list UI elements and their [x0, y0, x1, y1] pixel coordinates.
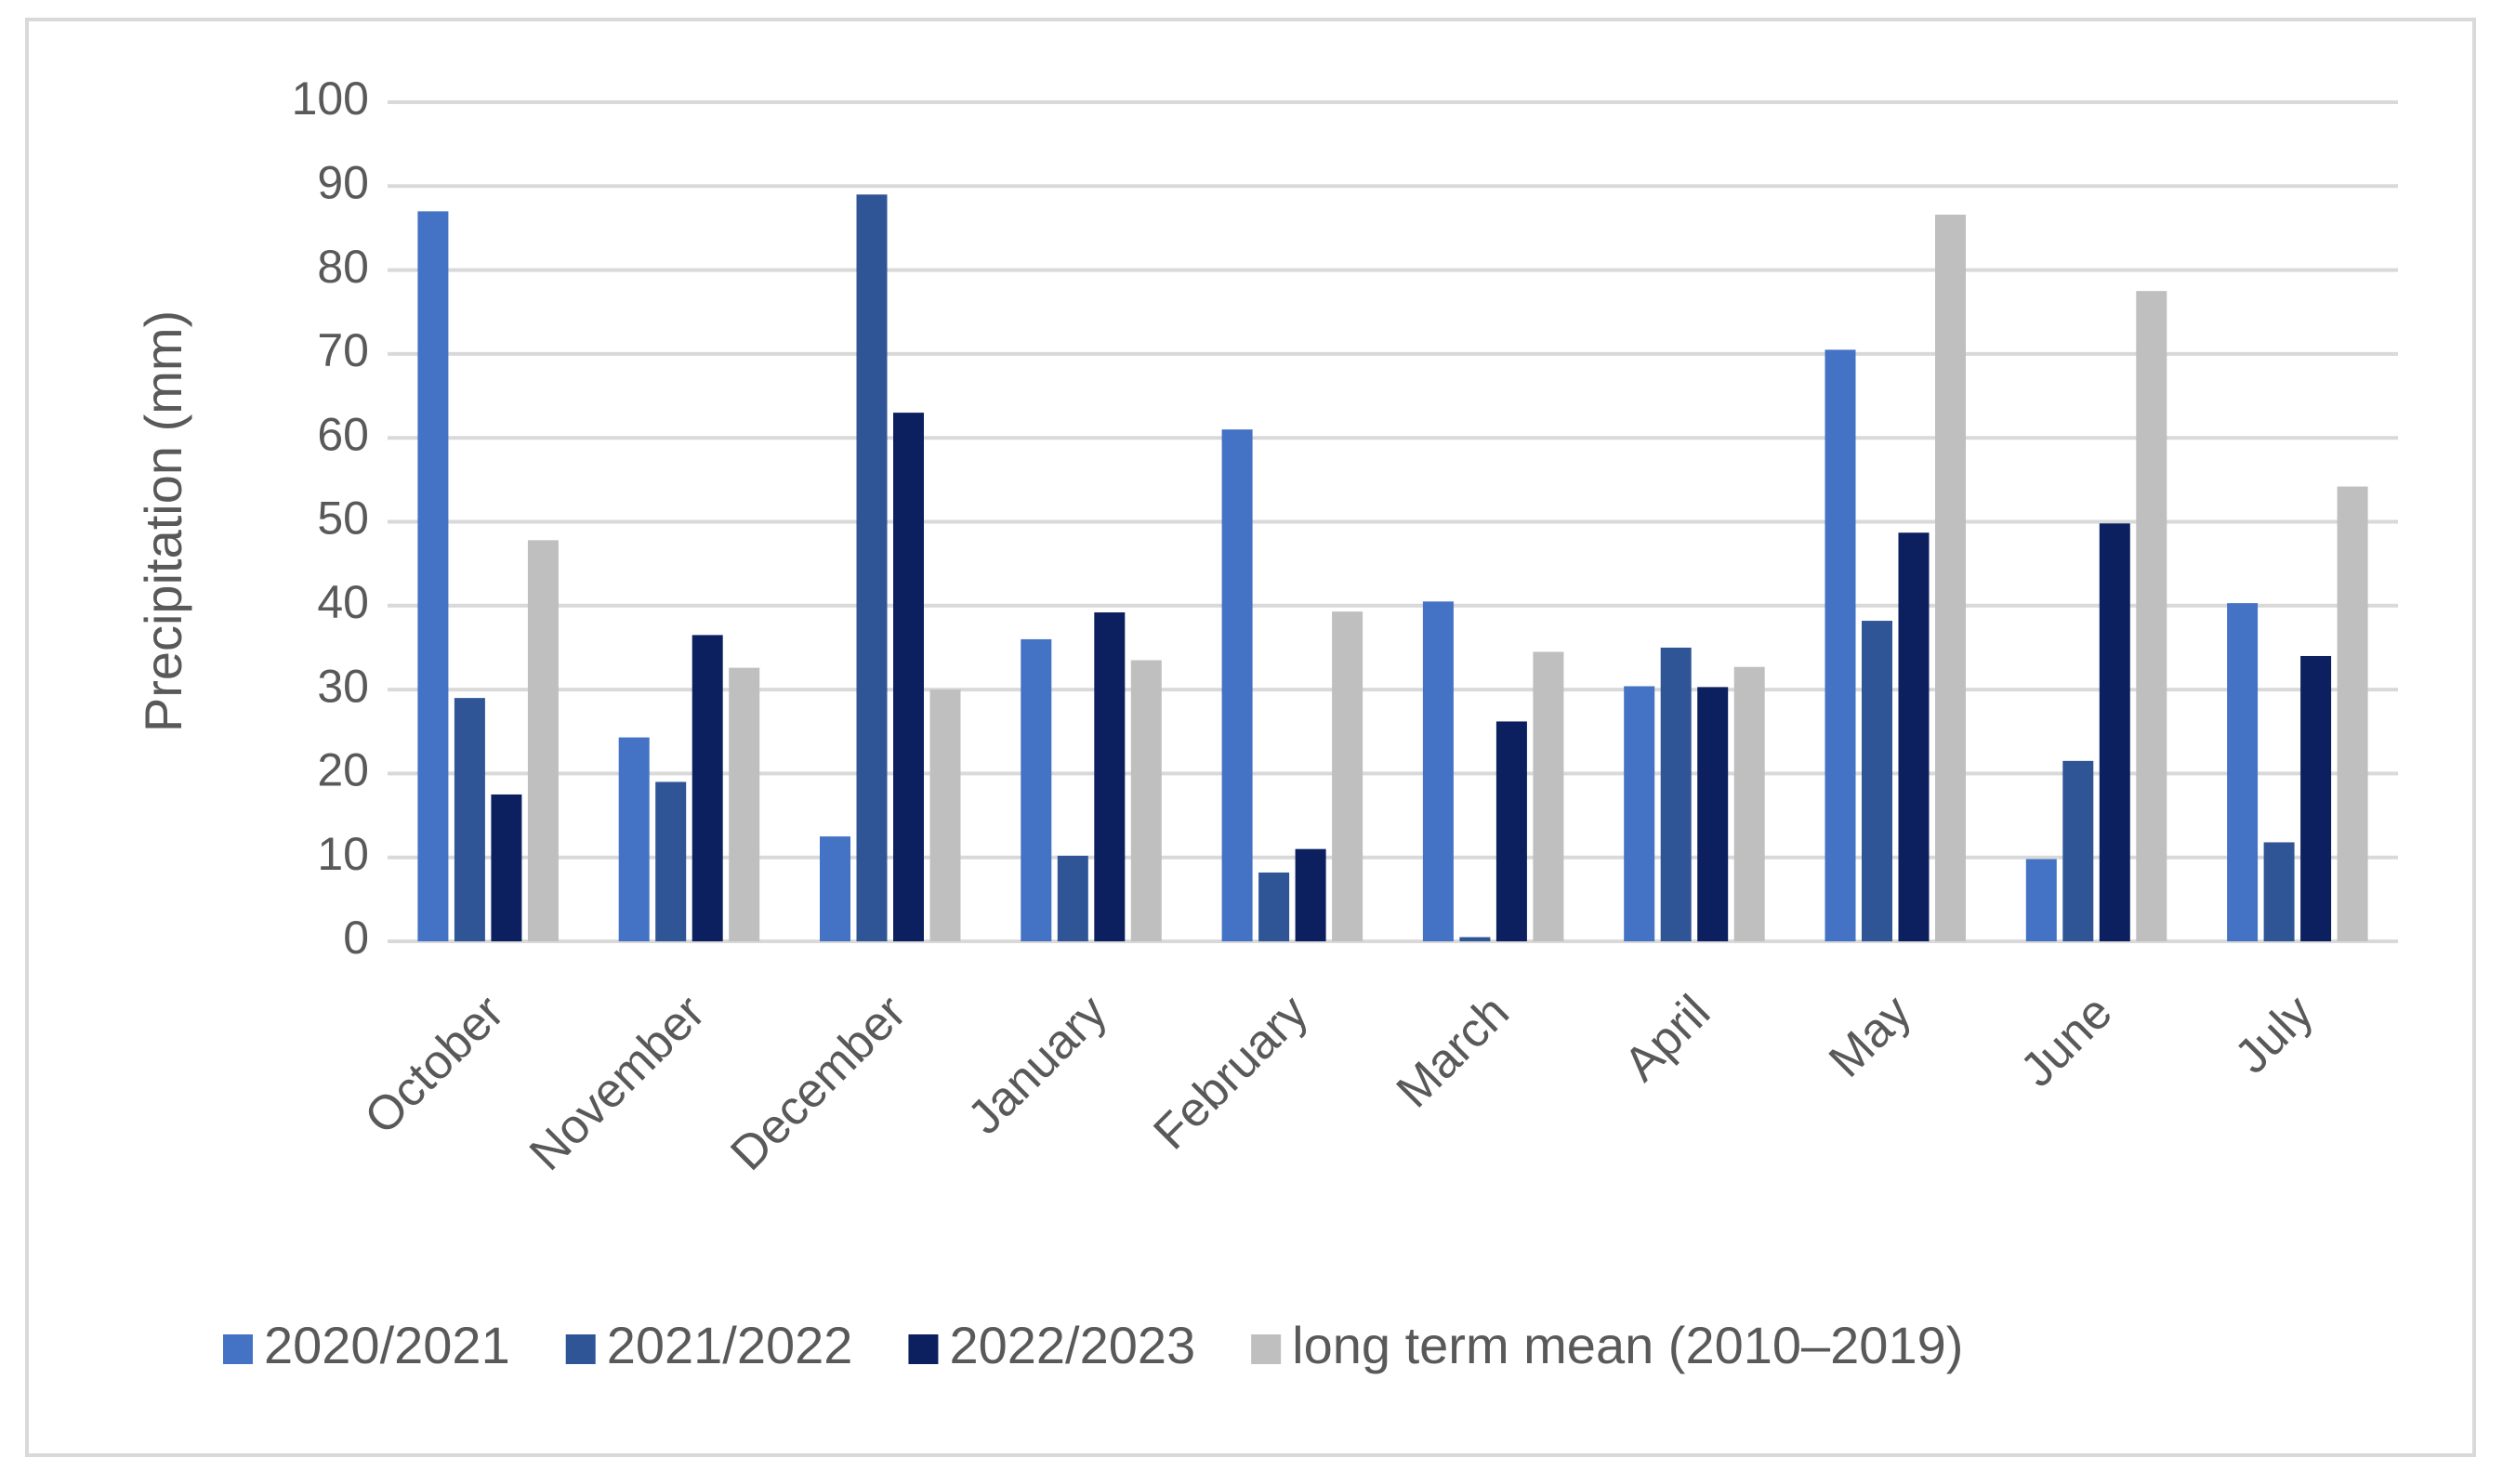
- y-tick-label: 70: [317, 324, 369, 376]
- bar: [692, 635, 723, 941]
- bar: [1697, 687, 1729, 941]
- bar: [1057, 855, 1088, 941]
- y-tick-label: 80: [317, 241, 369, 293]
- bar: [2136, 291, 2167, 941]
- bar: [1495, 721, 1527, 941]
- bar: [454, 698, 485, 941]
- bar: [1021, 638, 1052, 941]
- bar: [2227, 603, 2259, 941]
- bar: [1221, 429, 1253, 941]
- y-tick-label: 10: [317, 828, 369, 880]
- bar: [1825, 349, 1856, 941]
- y-tick-label: 20: [317, 744, 369, 796]
- y-tick-label: 90: [317, 157, 369, 209]
- y-tick-label: 50: [317, 492, 369, 545]
- bar: [820, 836, 850, 941]
- bar: [729, 667, 760, 941]
- bar: [1862, 621, 1892, 941]
- bar: [2300, 655, 2332, 941]
- bar: [1422, 601, 1454, 941]
- legend-label: 2022/2023: [949, 1316, 1195, 1374]
- bar: [2099, 523, 2130, 941]
- bar: [655, 781, 687, 941]
- bar: [2263, 842, 2295, 941]
- y-axis-title: Precipitation (mm): [134, 310, 192, 732]
- bar: [929, 689, 961, 941]
- legend-label: long term mean (2010–2019): [1292, 1316, 1963, 1374]
- bar: [1660, 647, 1692, 941]
- bar: [1130, 660, 1162, 941]
- bar: [1094, 612, 1126, 941]
- bar: [1258, 872, 1290, 941]
- bar: [1332, 611, 1363, 941]
- bar: [1624, 686, 1655, 941]
- bar: [2062, 760, 2094, 941]
- y-tick-label: 0: [343, 912, 369, 964]
- bar: [618, 737, 650, 941]
- bar: [893, 413, 924, 941]
- bar: [527, 540, 559, 941]
- bar: [1898, 532, 1930, 941]
- y-tick-label: 100: [292, 72, 369, 125]
- bar: [856, 194, 888, 941]
- legend-swatch: [223, 1334, 253, 1364]
- legend-swatch: [1251, 1334, 1282, 1364]
- y-tick-label: 60: [317, 408, 369, 460]
- y-tick-label: 40: [317, 576, 369, 628]
- bar: [1935, 215, 1966, 941]
- bar: [1533, 651, 1564, 941]
- bar: [491, 794, 522, 941]
- y-tick-label: 30: [317, 660, 369, 712]
- bar: [2025, 859, 2057, 941]
- bar: [1295, 848, 1326, 941]
- bar: [2337, 486, 2368, 941]
- bar: [417, 211, 449, 941]
- legend-label: 2021/2022: [607, 1316, 853, 1374]
- legend-swatch: [908, 1334, 939, 1364]
- legend-swatch: [565, 1334, 596, 1364]
- bar: [1733, 666, 1765, 941]
- legend-label: 2020/2021: [264, 1316, 510, 1374]
- bar: [1459, 937, 1491, 941]
